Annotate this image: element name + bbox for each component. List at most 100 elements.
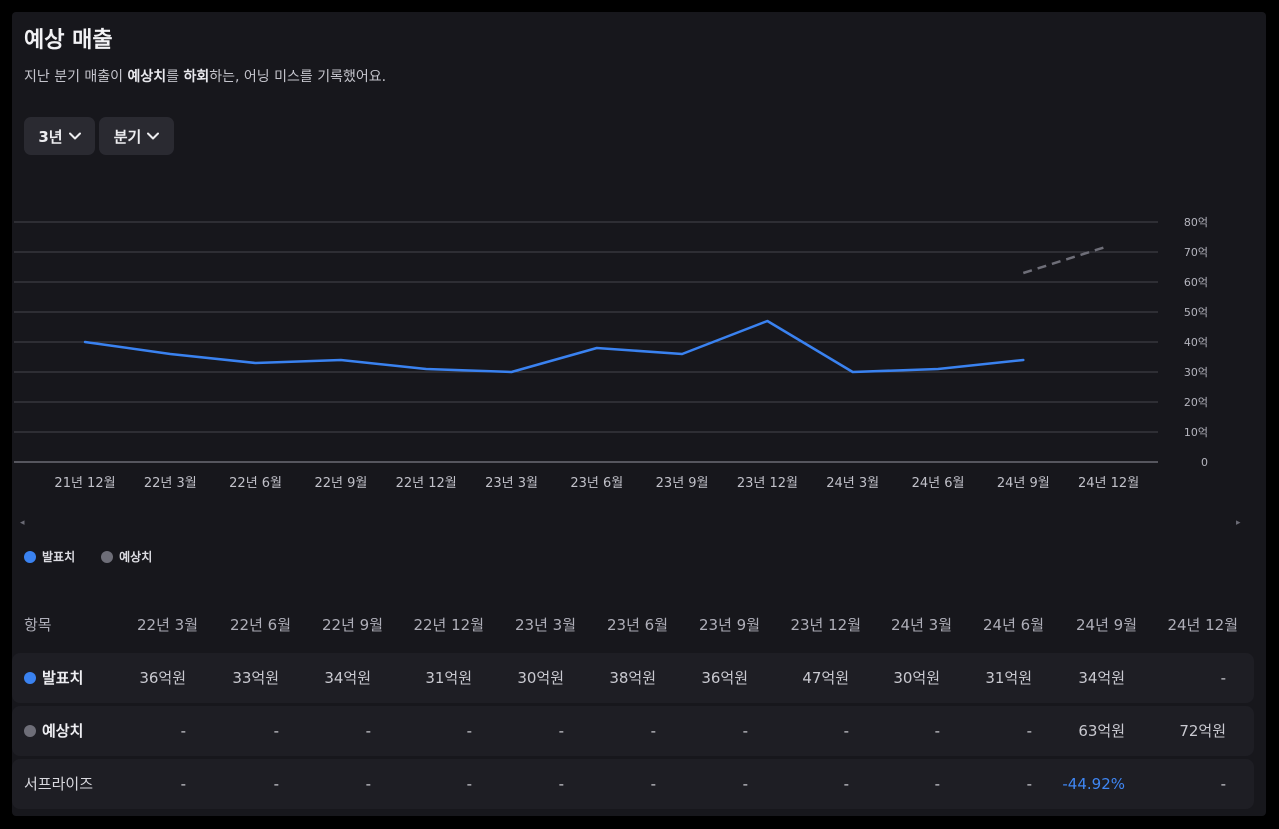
table-cell: 30억원 [893, 669, 940, 687]
table-cell: 63억원 [1078, 722, 1125, 740]
legend-item-actual[interactable]: 발표치 [24, 548, 75, 565]
table-cell: 33억원 [232, 669, 279, 687]
table-cell: 36억원 [701, 669, 748, 687]
actual-dot-icon [24, 550, 36, 563]
y-tick-label: 30억 [1184, 366, 1208, 379]
table-cell: 31억원 [985, 669, 1032, 687]
table-column-header: 24년 6월 [983, 616, 1044, 634]
x-tick-label: 24년 6월 [912, 476, 965, 491]
x-tick-label: 23년 6월 [570, 476, 623, 491]
table-cell: 34억원 [324, 669, 371, 687]
table-row: 서프라이즈 - - - - - - - - - - -44.92% - [12, 759, 1254, 809]
x-tick-label: 24년 12월 [1078, 476, 1139, 491]
table-cell: 47억원 [802, 669, 849, 687]
x-tick-label: 22년 12월 [396, 476, 457, 491]
scroll-right-arrow-icon[interactable]: ▸ [1236, 518, 1241, 528]
table-column-header: 23년 6월 [607, 616, 668, 634]
table-header-row: 항목 22년 3월 22년 6월 22년 9월 22년 12월 23년 3월 23년 6월 2… [12, 600, 1266, 650]
x-tick-label: 22년 3월 [144, 476, 197, 491]
table-cell: - [1220, 669, 1226, 687]
table-cell: 38억원 [609, 669, 656, 687]
table-cell: - [1026, 775, 1032, 793]
y-tick-label: 60억 [1184, 276, 1208, 289]
table-column-header: 24년 9월 [1076, 616, 1137, 634]
legend-item-estimate[interactable]: 예상치 [101, 548, 152, 565]
x-tick-label: 21년 12월 [54, 476, 115, 491]
table-cell: - [273, 722, 279, 740]
x-tick-label: 22년 9월 [314, 476, 367, 491]
x-tick-label: 23년 12월 [737, 476, 798, 491]
revenue-table: 항목 22년 3월 22년 6월 22년 9월 22년 12월 23년 3월 23년 6월 2… [12, 600, 1266, 809]
table-cell: - [365, 722, 371, 740]
y-tick-label: 10억 [1184, 426, 1208, 439]
interval-value: 분기 [113, 127, 142, 146]
table-row: 발표치 36억원 33억원 34억원 31억원 30억원 38억원 36억원 47억원 30억원 3… [12, 653, 1254, 703]
chart-legend: 발표치 예상치 [24, 548, 152, 565]
table-column-header: 23년 3월 [515, 616, 576, 634]
table-cell: - [273, 775, 279, 793]
table-cell: - [558, 775, 564, 793]
revenue-line-chart: 0 10억 20억 30억 40억 50억 60억 70억 80억 21년 12월 22년 3월 22… [14, 216, 1208, 491]
x-tick-label: 22년 6월 [229, 476, 282, 491]
table-cell: - [558, 722, 564, 740]
series-line-actual [83, 319, 1025, 374]
table-cell: - [180, 775, 186, 793]
table-cell: -44.92% [1062, 775, 1125, 793]
revenue-estimate-panel: 예상 매출 지난 분기 매출이 예상치를 하회하는, 어닝 미스를 기록했어요.… [12, 12, 1266, 816]
table-column-header: 23년 9월 [699, 616, 760, 634]
y-tick-label: 0 [1201, 456, 1208, 469]
table-cell: - [843, 722, 849, 740]
table-cell: - [843, 775, 849, 793]
table-column-header: 24년 3월 [891, 616, 952, 634]
table-cell: 36억원 [139, 669, 186, 687]
table-cell: - [1026, 722, 1032, 740]
summary-bold-below: 하회 [183, 69, 210, 85]
table-column-header: 23년 12월 [790, 616, 861, 634]
table-row-label: 서프라이즈 [24, 759, 93, 809]
x-tick-label: 24년 3월 [826, 476, 879, 491]
period-value: 3년 [38, 127, 63, 146]
series-line-estimate [1022, 244, 1109, 275]
y-tick-label: 80억 [1184, 216, 1208, 229]
table-row-label: 예상치 [24, 706, 83, 756]
y-tick-label: 70억 [1184, 246, 1208, 259]
x-tick-label: 23년 3월 [485, 476, 538, 491]
y-tick-label: 40억 [1184, 336, 1208, 349]
table-row: 예상치 - - - - - - - - - - 63억원 72억원 [12, 706, 1254, 756]
summary-bold-estimate: 예상치 [127, 69, 167, 85]
table-column-header: 22년 12월 [413, 616, 484, 634]
table-cell: 31억원 [425, 669, 472, 687]
legend-label-actual: 발표치 [42, 550, 76, 564]
table-cell: - [934, 775, 940, 793]
y-tick-label: 20억 [1184, 396, 1208, 409]
table-column-header: 22년 6월 [230, 616, 291, 634]
interval-dropdown[interactable]: 분기 [99, 117, 174, 155]
scroll-left-arrow-icon[interactable]: ◂ [20, 518, 25, 528]
summary-mid: 를 [166, 69, 184, 85]
estimate-dot-icon [24, 725, 36, 737]
table-cell: - [650, 775, 656, 793]
table-cell: - [742, 722, 748, 740]
period-dropdown[interactable]: 3년 [24, 117, 95, 155]
table-column-header: 22년 3월 [137, 616, 198, 634]
summary-text: 지난 분기 매출이 예상치를 하회하는, 어닝 미스를 기록했어요. [24, 66, 386, 86]
row-label-text: 예상치 [42, 722, 84, 740]
table-cell: - [1220, 775, 1226, 793]
page-title: 예상 매출 [24, 28, 113, 53]
row-label-text: 발표치 [42, 669, 84, 687]
table-row-label: 발표치 [24, 653, 83, 703]
chevron-down-icon [68, 132, 81, 140]
table-cell: - [650, 722, 656, 740]
row-label-text: 서프라이즈 [24, 775, 94, 793]
table-cell: 30억원 [517, 669, 564, 687]
table-cell: - [180, 722, 186, 740]
x-tick-label: 24년 9월 [997, 476, 1050, 491]
table-cell: - [365, 775, 371, 793]
chevron-down-icon [147, 132, 160, 140]
table-cell: - [466, 775, 472, 793]
legend-label-estimate: 예상치 [119, 550, 153, 564]
actual-dot-icon [24, 672, 36, 684]
table-cell: 34억원 [1078, 669, 1125, 687]
table-cell: - [934, 722, 940, 740]
table-column-header: 24년 12월 [1167, 616, 1238, 634]
